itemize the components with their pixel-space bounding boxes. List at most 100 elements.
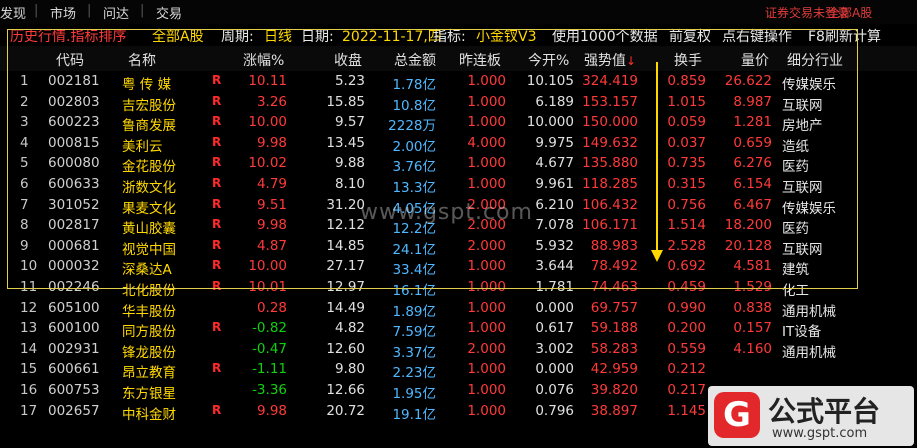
cell-strength: 59.188 (590, 320, 638, 337)
cell-code: 301052 (48, 196, 100, 213)
table-row[interactable]: 5 600080 金花股份 R 10.02 9.88 3.76亿 1.000 4.677 135.… (0, 154, 917, 175)
table-row[interactable]: 15 600661 昂立教育 R -1.11 9.80 2.23亿 1.000 0.000 42.… (0, 360, 917, 381)
indicator-value[interactable]: 小金钗V3 (476, 29, 537, 45)
table-row[interactable]: 8 002817 黄山胶囊 R 9.98 12.12 12.2亿 2.000 7.078 106.… (0, 216, 917, 238)
right-click-note: 点右键操作 (722, 29, 792, 45)
cell-amount: 2228万 (388, 118, 436, 135)
cell-name: 吉宏股份 (122, 97, 176, 114)
cell-idx: 12 (20, 299, 38, 316)
cell-strength: 88.983 (590, 237, 638, 254)
period-value[interactable]: 日线 (264, 29, 292, 45)
table-row[interactable]: 12 605100 华丰股份 0.28 14.49 1.89亿 1.000 0.000 69.7… (0, 299, 917, 320)
menu-trade[interactable]: 交易 (156, 7, 183, 22)
cell-industry: 互联网 (782, 180, 823, 196)
cell-turnover: 0.315 (667, 176, 706, 192)
date-value[interactable]: 2022-11-17,四 (342, 29, 442, 45)
cell-amount: 16.1亿 (392, 283, 436, 299)
cell-idx: 11 (20, 279, 38, 295)
cell-ratio: 6.154 (733, 176, 772, 192)
cell-turnover: 1.015 (667, 93, 706, 110)
cell-code: 600661 (48, 361, 100, 378)
col-name[interactable]: 名称 (128, 53, 156, 69)
cell-idx: 15 (20, 361, 38, 378)
cell-open: 5.932 (535, 237, 574, 254)
cell-flag: R (212, 279, 222, 293)
cell-open: 0.076 (535, 382, 574, 398)
table-row[interactable]: 3 600223 鲁商发展 R 10.00 9.57 2228万 1.000 10.000 150… (0, 113, 917, 135)
table-row[interactable]: 14 002931 锋龙股份 -0.47 12.60 3.37亿 2.000 3.002 58.… (0, 340, 917, 361)
col-ratio[interactable]: 量价 (741, 53, 769, 69)
menu-separator: | (34, 3, 39, 18)
cell-turnover: 0.459 (667, 279, 706, 295)
col-turnover[interactable]: 换手 (674, 53, 702, 69)
cell-open: 3.644 (535, 258, 574, 275)
cell-flag: R (212, 217, 222, 232)
table-row[interactable]: 2 002803 吉宏股份 R 3.26 15.85 10.8亿 1.000 6.189 153.… (0, 93, 917, 114)
table-row[interactable]: 16 600753 东方银星 -3.36 12.66 1.95亿 1.000 0.076 39.… (0, 381, 917, 402)
col-pct[interactable]: 涨幅% (243, 53, 285, 69)
cell-industry: 医药 (782, 221, 809, 238)
table-row[interactable]: 13 600100 同方股份 R -0.82 4.82 7.59亿 1.000 0.617 59.… (0, 319, 917, 340)
menu-market[interactable]: 市场 (50, 7, 77, 22)
cell-amount: 24.1亿 (392, 241, 436, 258)
table-row[interactable]: 11 002246 北化股份 R 10.01 12.97 16.1亿 1.000 1.781 74… (0, 278, 917, 299)
cell-ratio: 1.529 (733, 279, 772, 295)
cell-flag: R (212, 176, 222, 190)
cell-code: 002817 (48, 217, 100, 234)
cell-turnover: 0.200 (667, 320, 706, 337)
cell-zlb: 1.000 (467, 320, 506, 337)
date-label: 日期: (301, 29, 334, 45)
cell-code: 600633 (48, 176, 100, 192)
cell-open: 0.000 (535, 361, 574, 378)
cell-zlb: 1.000 (467, 93, 506, 110)
cell-strength: 150.000 (582, 114, 638, 131)
cell-ratio: 8.987 (733, 93, 772, 110)
menu-discover[interactable]: 发现 (0, 7, 27, 22)
col-amount[interactable]: 总金额 (394, 53, 436, 69)
table-row[interactable]: 7 301052 果麦文化 R 9.51 31.20 4.05亿 2.000 6.210 106.… (0, 196, 917, 217)
cell-industry: 互联网 (782, 241, 823, 258)
cell-close: 9.80 (334, 361, 365, 378)
table-row[interactable]: 4 000815 美利云 R 9.98 13.45 2.00亿 4.000 9.975 149.6… (0, 134, 917, 155)
table-row[interactable]: 6 600633 浙数文化 R 4.79 8.10 13.3亿 1.000 9.961 118.2… (0, 175, 917, 196)
cell-industry: 房地产 (782, 118, 823, 135)
cell-turnover: 0.756 (667, 196, 706, 213)
down-arrow-icon (656, 62, 658, 252)
cell-pct: 10.01 (248, 279, 287, 295)
table-row[interactable]: 1 002181 粤 传 媒 R 10.11 5.23 1.78亿 1.000 10.105 32… (0, 72, 917, 93)
cell-strength: 324.419 (582, 73, 638, 89)
cell-code: 605100 (48, 299, 100, 316)
cell-open: 4.677 (535, 155, 574, 172)
col-close[interactable]: 收盘 (334, 53, 362, 69)
cell-close: 27.17 (326, 258, 365, 275)
table-row[interactable]: 9 000681 视觉中国 R 4.87 14.85 24.1亿 2.000 5.932 88.9… (0, 237, 917, 258)
logo-g-icon: G (714, 392, 760, 438)
cell-name: 东方银星 (122, 386, 176, 402)
table-row[interactable]: 10 000032 深桑达A R 10.00 27.17 33.4亿 1.000 3.644 78… (0, 257, 917, 278)
cell-idx: 16 (20, 382, 38, 398)
cell-open: 9.975 (535, 134, 574, 151)
cell-pct: 9.98 (256, 134, 287, 151)
col-zlb[interactable]: 昨连板 (459, 53, 501, 69)
cell-zlb: 2.000 (467, 340, 506, 357)
cell-turnover: 0.217 (667, 382, 706, 398)
table-row[interactable]: 17 002657 中科金财 R 9.98 20.72 19.1亿 1.000 0.796 38.… (0, 402, 917, 423)
col-code[interactable]: 代码 (56, 53, 84, 69)
cell-flag: R (212, 93, 222, 108)
login-status[interactable]: 证券交易未登录 (765, 6, 850, 20)
cell-strength: 39.820 (590, 382, 638, 398)
cell-pct: 0.28 (256, 299, 287, 316)
cell-pct: 10.02 (248, 155, 287, 172)
scope-selector[interactable]: 全部A股 (152, 29, 204, 45)
all-a-shares-link[interactable]: 全部A股 (828, 6, 873, 20)
cell-strength: 42.959 (590, 361, 638, 378)
cell-open: 6.189 (535, 93, 574, 110)
cell-name: 浙数文化 (122, 180, 176, 196)
col-open-pct[interactable]: 今开% (528, 53, 570, 69)
col-industry[interactable]: 细分行业 (787, 53, 843, 69)
cell-pct: 10.00 (248, 114, 287, 131)
col-strength[interactable]: 强势值↓ (584, 50, 636, 70)
cell-amount: 1.89亿 (392, 303, 436, 320)
cell-turnover: 0.692 (667, 258, 706, 275)
menu-wenda[interactable]: 问达 (103, 7, 130, 22)
